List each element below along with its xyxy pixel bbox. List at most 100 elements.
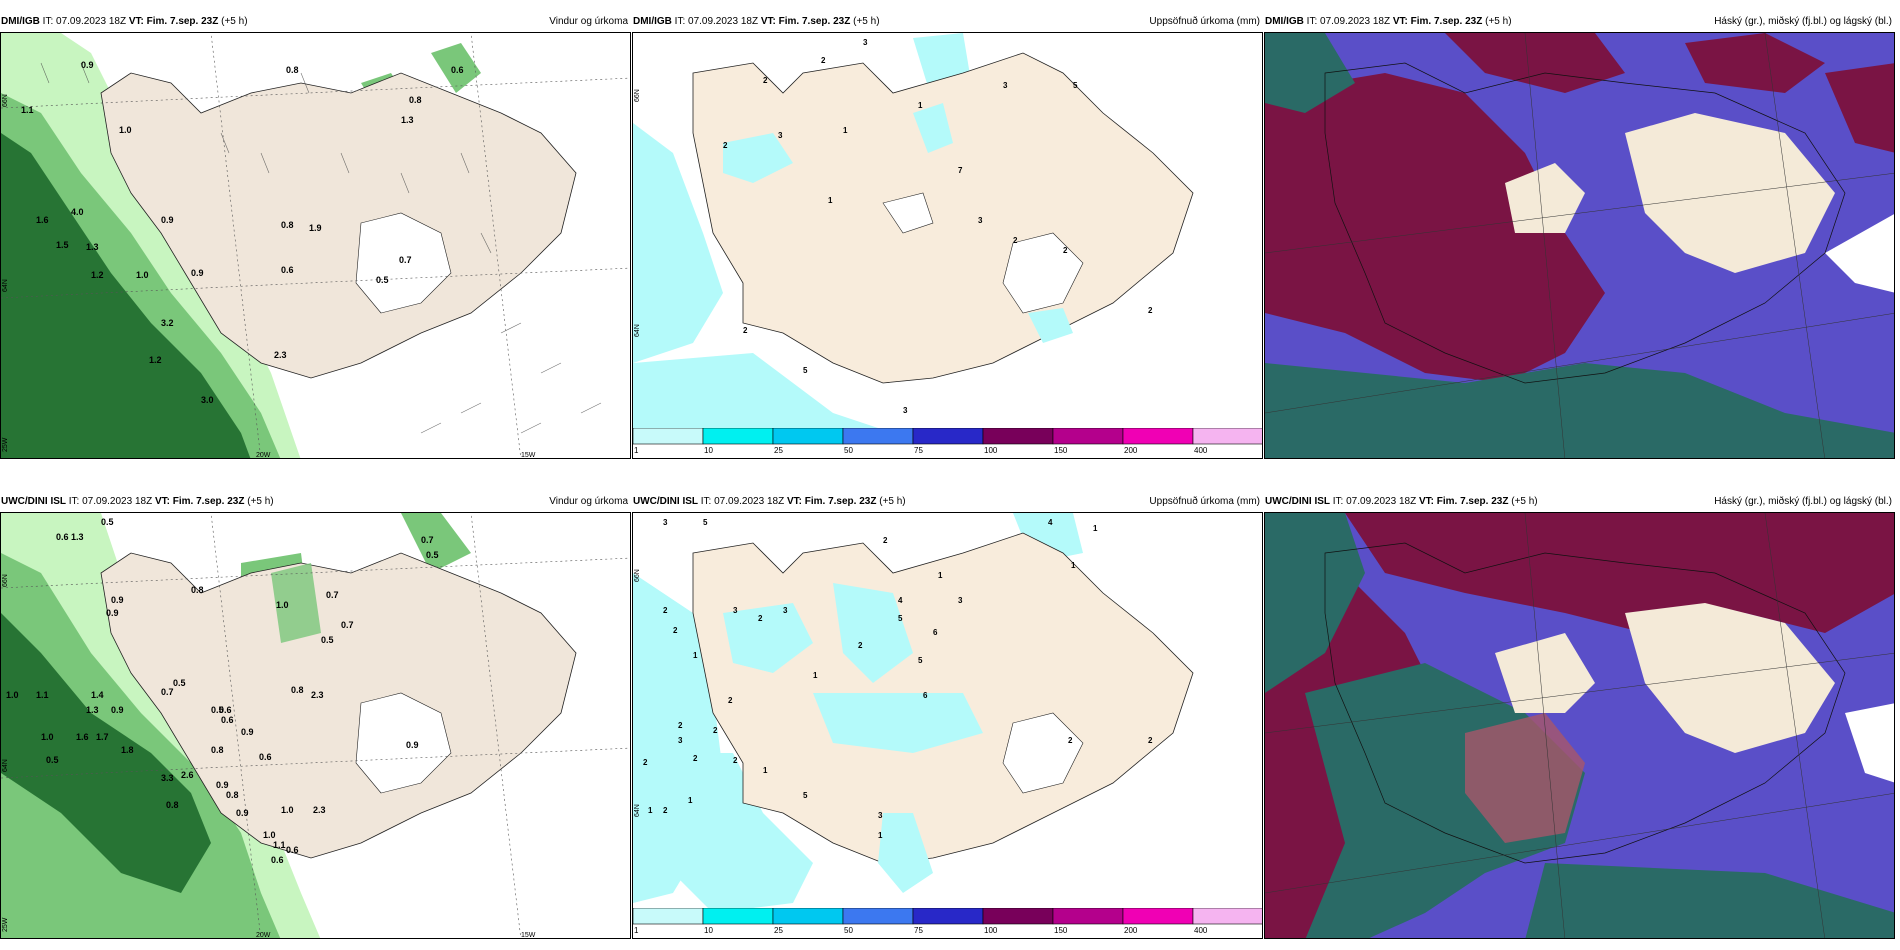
panel-title: Uppsöfnuð úrkoma (mm) <box>1149 16 1260 27</box>
colorbar-swatches <box>633 428 1262 445</box>
precip-value: 3 <box>1003 81 1008 90</box>
precip-value: 5 <box>918 656 923 665</box>
precip-value: 0.6 <box>259 752 272 762</box>
panel-header: DMI/IGB IT: 07.09.2023 18Z VT: Fim. 7.se… <box>632 12 1263 32</box>
panel-title: Uppsöfnuð úrkoma (mm) <box>1149 496 1260 507</box>
precip-value: 1.1 <box>36 690 49 700</box>
colorbar-swatch <box>1052 428 1124 445</box>
model-name: DMI/IGB <box>1265 16 1304 27</box>
precip-value: 2 <box>1148 736 1153 745</box>
precip-value: 0.6 <box>281 265 294 275</box>
precip-value: 1.3 <box>71 532 84 542</box>
precip-value: 0.8 <box>191 585 204 595</box>
precip-value: 3 <box>678 736 683 745</box>
precip-value: 1 <box>878 831 883 840</box>
precip-value: 3 <box>663 518 668 527</box>
precip-value: 0.8 <box>409 95 422 105</box>
valid-time: VT: Fim. 7.sep. 23Z <box>786 496 877 507</box>
precip-value: 1 <box>828 196 833 205</box>
colorbar-swatch <box>702 908 774 925</box>
precip-value: 2 <box>733 756 738 765</box>
lead-time: (+5 h) <box>221 16 248 27</box>
precip-value: 3 <box>978 216 983 225</box>
precip-value: 0.5 <box>321 635 334 645</box>
precip-value: 4.0 <box>71 207 84 217</box>
precip-colorbar: 1 10 25 50 75 100 150 200 400 <box>633 428 1262 458</box>
colorbar-swatch <box>912 428 984 445</box>
precip-value: 1 <box>813 671 818 680</box>
precip-value: 2 <box>758 614 763 623</box>
panel-title: Vindur og úrkoma <box>549 16 628 27</box>
precip-colorbar: 1 10 25 50 75 100 150 200 400 <box>633 908 1262 938</box>
init-time: IT: 07.09.2023 18Z <box>1332 496 1417 507</box>
lead-time: (+5 h) <box>247 496 274 507</box>
precip-value: 1 <box>688 796 693 805</box>
valid-time: VT: Fim. 7.sep. 23Z <box>154 496 245 507</box>
precip-value: 2 <box>1013 236 1018 245</box>
lat-label: 66N <box>2 94 9 107</box>
precip-value: 1 <box>938 571 943 580</box>
precip-value: 2.3 <box>311 690 324 700</box>
precip-value: 0.8 <box>291 685 304 695</box>
precip-value: 1.3 <box>401 115 414 125</box>
panel-cloud-dmi: DMI/IGB IT: 07.09.2023 18Z VT: Fim. 7.se… <box>1264 12 1895 459</box>
precip-value: 1.1 <box>273 840 286 850</box>
precip-value: 2 <box>1063 246 1068 255</box>
precip-value: 2.6 <box>181 770 194 780</box>
wind-map: 0.9 0.8 0.6 1.1 1.0 0.8 1.3 1.6 4.0 0.9 … <box>0 32 631 459</box>
panel-precip-uwc: UWC/DINI ISL IT: 07.09.2023 18Z VT: Fim.… <box>632 492 1263 939</box>
panel-title: Vindur og úrkoma <box>549 496 628 507</box>
precip-value: 1.0 <box>136 270 149 280</box>
colorbar-swatch <box>633 908 704 925</box>
precip-value: 0.7 <box>421 535 434 545</box>
colorbar-swatch <box>1192 428 1262 445</box>
precip-value: 0.8 <box>166 800 179 810</box>
precip-value: 7 <box>958 166 963 175</box>
lon-label: 25W <box>2 437 9 452</box>
precip-value: 5 <box>803 366 808 375</box>
precip-value: 1.3 <box>86 242 99 252</box>
colorbar-swatch <box>1122 908 1194 925</box>
precip-value: 4 <box>1048 518 1053 527</box>
precip-value: 1 <box>918 101 923 110</box>
precip-value: 4 <box>898 596 903 605</box>
precip-value: 1.2 <box>149 355 162 365</box>
precip-map: 3 5 4 1 1 2 2 3 3 2 2 4 5 6 3 1 2 1 1 5 <box>632 512 1263 939</box>
precip-value: 1.0 <box>6 690 19 700</box>
lat-label: 64N <box>2 759 9 772</box>
precip-value: 3 <box>733 606 738 615</box>
colorbar-swatches <box>633 908 1262 925</box>
lat-label: 64N <box>634 324 641 337</box>
precip-value: 2 <box>728 696 733 705</box>
panel-header: UWC/DINI ISL IT: 07.09.2023 18Z VT: Fim.… <box>0 492 631 512</box>
precip-value: 2 <box>743 326 748 335</box>
lat-label: 66N <box>634 89 641 102</box>
precip-value: 0.5 <box>101 517 114 527</box>
precip-value: 3 <box>903 406 908 415</box>
precip-value: 0.9 <box>111 705 124 715</box>
precip-value: 1 <box>648 806 653 815</box>
precip-value: 2 <box>663 606 668 615</box>
colorbar-tick: 75 <box>914 446 923 455</box>
colorbar-tick: 150 <box>1054 926 1068 935</box>
colorbar-swatch <box>633 428 704 445</box>
lead-time: (+5 h) <box>1511 496 1538 507</box>
lat-label: 64N <box>2 279 9 292</box>
precip-value: 1.3 <box>86 705 99 715</box>
lon-label: 20W <box>256 452 271 459</box>
cloud-map-graphic <box>1265 513 1894 938</box>
panel-precip-dmi: DMI/IGB IT: 07.09.2023 18Z VT: Fim. 7.se… <box>632 12 1263 459</box>
panel-header: DMI/IGB IT: 07.09.2023 18Z VT: Fim. 7.se… <box>0 12 631 32</box>
cloud-map-graphic <box>1265 33 1894 458</box>
colorbar-tick: 100 <box>984 926 998 935</box>
init-time: IT: 07.09.2023 18Z <box>674 16 759 27</box>
precip-value: 2 <box>858 641 863 650</box>
precip-value: 0.5 <box>211 705 224 715</box>
precip-value: 1 <box>1093 524 1098 533</box>
precip-value: 0.9 <box>191 268 204 278</box>
precip-value: 1.0 <box>281 805 294 815</box>
lat-label: 64N <box>634 804 641 817</box>
lon-label: 20W <box>256 932 271 939</box>
model-name: UWC/DINI ISL <box>633 496 698 507</box>
colorbar-swatch <box>982 908 1054 925</box>
